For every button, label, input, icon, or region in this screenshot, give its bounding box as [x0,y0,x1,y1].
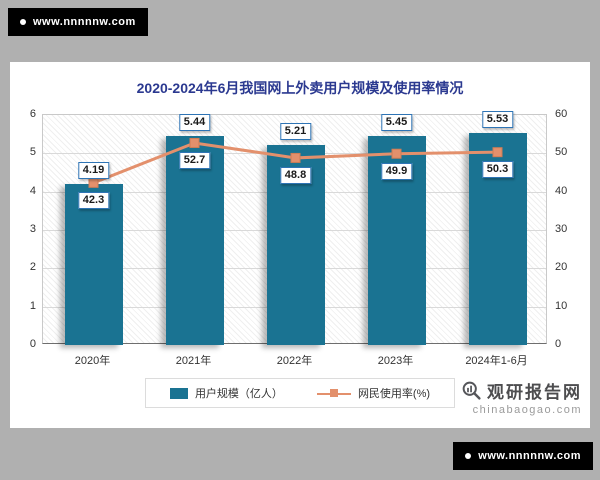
left-axis-tick: 6 [29,108,36,120]
line-marker-swatch [329,388,338,397]
bar-value-label: 5.44 [178,114,211,132]
bar-value-label: 4.19 [77,162,110,180]
badge-text-bottom: www.nnnnnw.com [478,450,581,462]
left-axis-tick: 3 [29,223,36,235]
watermark-brand: 观研报告网 [487,383,582,402]
right-axis-tick: 20 [555,261,568,274]
x-axis-label: 2021年 [175,355,212,367]
x-axis-label: 2023年 [377,355,414,367]
legend-row: 用户规模（亿人） 网民使用率(%) [10,378,590,408]
watermark-badge-bottom-right: www.nnnnnw.com [453,442,593,470]
chart-column: 5.45 49.9 [346,114,447,345]
line-series-swatch [316,388,351,398]
legend-label-line: 网民使用率(%) [357,388,431,400]
left-axis-tick: 2 [29,261,36,274]
magnifier-icon [462,381,481,400]
line-value-label: 49.9 [380,162,413,180]
chart-column: 4.19 42.3 [43,115,144,345]
line-value-label: 52.7 [178,151,211,169]
left-axis-tick: 0 [29,338,36,350]
legend-item-line: 网民使用率(%) [316,385,431,401]
badge-text-top: www.nnnnnw.com [33,16,136,28]
legend-label-bar: 用户规模（亿人） [194,388,283,400]
x-axis-labels: 2020年 2021年 2022年 2023年 2024年1-6月 [10,352,590,368]
bar-value-label: 5.45 [380,114,413,132]
x-axis-label: 2020年 [74,355,111,367]
badge-dot-icon [465,453,472,459]
right-axis-tick: 0 [555,338,562,350]
plot-area: 4.19 42.3 5.44 52.7 5.21 48.8 5.45 49.9 5.53 50.3 [42,111,548,345]
bar [64,184,123,345]
bar-value-label: 5.21 [279,123,312,141]
right-axis-tick: 10 [555,299,568,312]
line-value-label: 50.3 [481,161,514,179]
watermark-badge-top-left: www.nnnnnw.com [8,8,148,36]
line-value-label: 42.3 [77,191,110,209]
right-axis-tick: 40 [555,184,568,197]
chart-legend: 用户规模（亿人） 网民使用率(%) [144,378,456,408]
chart-card: 2020-2024年6月我国网上外卖用户规模及使用率情况 0 1 2 3 4 5 6 4.1… [10,62,590,428]
watermark-row: 观研报告网 [461,378,582,403]
chart-area: 0 1 2 3 4 5 6 4.19 42.3 5.44 52.7 5.21 48.8 5.45 49.9… [10,108,590,367]
chart-column: 5.21 48.8 [245,115,346,345]
right-axis: 0 10 20 30 40 50 60 [555,108,587,350]
bar-series-swatch [169,387,188,399]
right-axis-tick: 50 [555,146,568,159]
left-axis: 0 1 2 3 4 5 6 [10,108,36,350]
right-axis-tick: 60 [555,108,568,120]
line-value-label: 48.8 [279,166,312,184]
bar-value-label: 5.53 [481,111,514,129]
site-watermark: 观研报告网 chinabaogao.com [461,378,582,416]
left-axis-tick: 1 [29,299,36,312]
watermark-domain: chinabaogao.com [472,404,582,416]
x-axis-label: 2024年1-6月 [465,355,528,367]
x-axis-label: 2022年 [276,355,313,367]
legend-item-bar: 用户规模（亿人） [169,385,283,401]
chart-title: 2020-2024年6月我国网上外卖用户规模及使用率情况 [136,80,464,96]
chart-column: 5.44 52.7 [144,114,245,345]
left-axis-tick: 4 [29,184,36,197]
chart-column: 5.53 50.3 [447,111,548,345]
left-axis-tick: 5 [29,146,36,159]
badge-dot-icon [20,19,26,25]
right-axis-tick: 30 [555,223,568,235]
